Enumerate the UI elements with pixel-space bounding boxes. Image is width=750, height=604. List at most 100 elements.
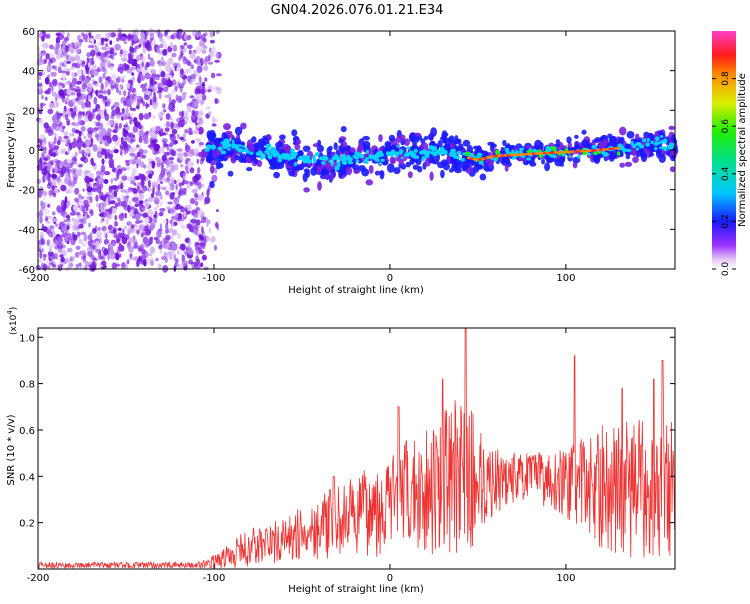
noise-speckle (200, 88, 206, 95)
noise-speckle (162, 253, 168, 258)
noise-speckle (51, 141, 56, 150)
noise-speckle (107, 127, 111, 134)
noise-speckle (129, 119, 133, 125)
noise-speckle (211, 123, 217, 127)
noise-speckle (203, 266, 209, 271)
noise-speckle (168, 208, 175, 214)
noise-speckle (169, 245, 173, 250)
noise-speckle (72, 169, 76, 174)
noise-speckle (51, 173, 58, 179)
signal-core-spot (355, 159, 360, 163)
signal-band-spot (668, 125, 675, 131)
noise-speckle (205, 106, 211, 110)
noise-speckle (115, 253, 120, 261)
signal-core-spot (342, 161, 348, 165)
noise-speckle (77, 69, 82, 75)
noise-speckle (96, 185, 102, 194)
noise-speckle (96, 151, 103, 159)
signal-band-spot (287, 159, 295, 167)
noise-speckle (100, 164, 106, 173)
noise-speckle (167, 36, 171, 40)
noise-speckle (167, 201, 173, 205)
snr-x-axis-label: Height of straight line (km) (288, 584, 424, 595)
signal-core-spot (619, 145, 625, 150)
noise-speckle (91, 60, 95, 65)
noise-speckle (189, 167, 195, 174)
noise-speckle (59, 61, 63, 67)
noise-speckle (80, 249, 86, 257)
noise-speckle (105, 217, 109, 225)
noise-speckle (59, 221, 65, 228)
noise-speckle (160, 132, 166, 136)
signal-peak-spot (616, 146, 621, 150)
signal-core-spot (526, 150, 532, 153)
signal-core-spot (413, 148, 418, 153)
signal-core-spot (364, 161, 369, 165)
noise-speckle (123, 226, 127, 230)
noise-speckle (202, 94, 207, 101)
spectrogram-x-axis-label: Height of straight line (km) (288, 285, 424, 296)
noise-speckle (106, 152, 110, 156)
signal-core-spot (587, 152, 592, 156)
noise-speckle (142, 100, 146, 107)
noise-speckle (63, 260, 67, 265)
noise-speckle (215, 52, 219, 58)
noise-speckle (151, 125, 156, 134)
noise-speckle (45, 265, 51, 269)
noise-speckle (137, 75, 142, 84)
signal-core-spot (654, 136, 660, 141)
noise-speckle (107, 243, 112, 251)
noise-speckle (41, 52, 46, 56)
noise-speckle (65, 70, 70, 76)
noise-speckle (73, 72, 78, 77)
noise-speckle (173, 163, 179, 171)
noise-speckle (64, 177, 69, 185)
noise-speckle (145, 61, 151, 68)
noise-speckle (120, 172, 127, 177)
noise-speckle (119, 180, 124, 185)
noise-speckle (183, 48, 187, 52)
signal-band-spot (246, 167, 253, 172)
noise-speckle (169, 41, 174, 49)
y-tick-label: 0.6 (19, 426, 35, 437)
noise-speckle (200, 34, 204, 40)
noise-speckle (176, 250, 180, 255)
noise-speckle (82, 205, 86, 214)
signal-band-spot (466, 145, 473, 154)
noise-speckle (174, 200, 179, 205)
signal-band-spot (581, 139, 589, 147)
noise-speckle (164, 127, 170, 132)
noise-speckle (171, 128, 178, 135)
noise-speckle (64, 113, 69, 121)
signal-band-spot (251, 136, 257, 143)
signal-core-spot (282, 156, 289, 160)
noise-speckle (141, 232, 147, 236)
signal-band-spot (345, 166, 353, 176)
noise-speckle (84, 204, 89, 208)
noise-speckle (155, 44, 159, 52)
noise-speckle (121, 78, 125, 83)
noise-speckle (195, 255, 200, 263)
y-tick-label: 40 (22, 67, 35, 78)
noise-speckle (116, 248, 120, 254)
noise-speckle (142, 46, 147, 54)
noise-speckle (60, 70, 67, 74)
noise-speckle (135, 220, 141, 224)
noise-speckle (133, 95, 139, 99)
noise-speckle (109, 53, 113, 59)
signal-band-spot (554, 143, 561, 148)
noise-speckle (141, 61, 145, 68)
signal-core-spot (616, 151, 621, 156)
signal-band-spot (295, 139, 301, 145)
signal-band-spot (637, 137, 643, 143)
noise-speckle (92, 227, 97, 234)
signal-band-spot (462, 139, 471, 147)
noise-speckle (36, 178, 42, 184)
signal-band-spot (330, 172, 335, 181)
noise-speckle (48, 148, 53, 156)
noise-speckle (119, 75, 126, 79)
noise-speckle (100, 52, 106, 59)
noise-speckle (199, 39, 203, 47)
noise-speckle (216, 87, 222, 91)
x-tick-label: -100 (203, 273, 226, 284)
